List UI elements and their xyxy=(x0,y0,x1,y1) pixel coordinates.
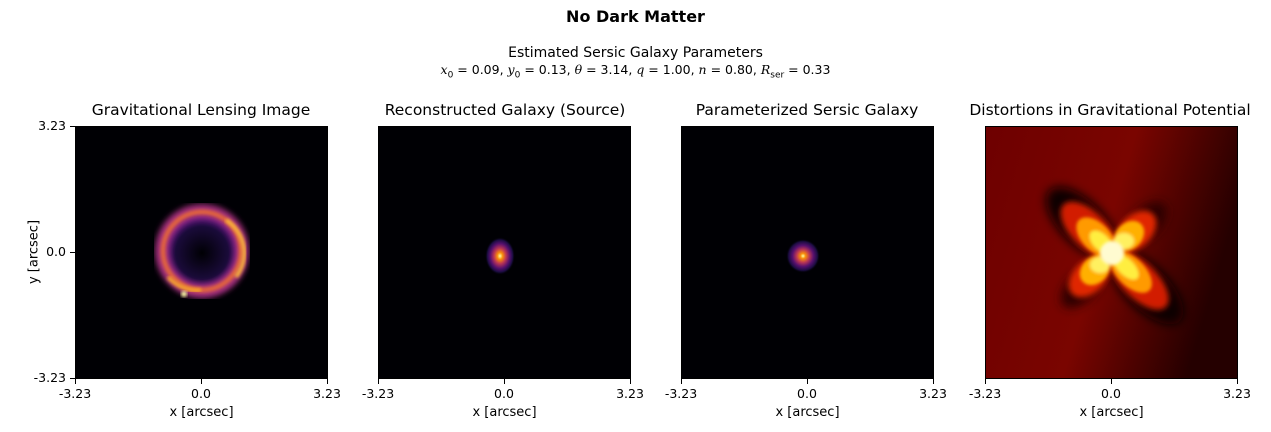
xtick-label: 3.23 xyxy=(616,386,644,401)
xtick-mark xyxy=(504,379,505,384)
panel-4-heatmap xyxy=(985,126,1238,379)
xtick-label: -3.23 xyxy=(664,386,698,401)
panel-2-xlabel: x [arcsec] xyxy=(472,405,537,420)
xtick-label: 3.23 xyxy=(313,386,341,401)
panel-1-ylabel: y [arcsec] xyxy=(26,219,42,285)
xtick-label: -3.23 xyxy=(58,386,92,401)
xtick-mark xyxy=(985,379,986,384)
panel-1-xlabel: x [arcsec] xyxy=(169,405,234,420)
sersic-parameters: x0 = 0.09, y0 = 0.13, θ = 3.14, q = 1.00… xyxy=(440,62,831,81)
xtick-mark xyxy=(1237,379,1238,384)
panel-1-heatmap xyxy=(75,126,328,379)
panel-4-title: Distortions in Gravitational Potential xyxy=(969,101,1251,119)
param-4: n = 0.80 xyxy=(698,62,753,77)
xtick-mark xyxy=(807,379,808,384)
xtick-label: -3.23 xyxy=(968,386,1002,401)
einstein-ring-core xyxy=(160,209,244,293)
param-5: Rser = 0.33 xyxy=(760,62,831,81)
xtick-label: 3.23 xyxy=(1223,386,1251,401)
xtick-mark xyxy=(681,379,682,384)
param-3: q = 1.00 xyxy=(636,62,691,77)
panel-2-heatmap xyxy=(378,126,631,379)
panel-4-xlabel: x [arcsec] xyxy=(1079,405,1144,420)
center-core xyxy=(1100,241,1124,265)
param-0: x0 = 0.09 xyxy=(440,62,500,81)
ytick-mid: 0.0 xyxy=(46,244,66,259)
xtick-mark xyxy=(933,379,934,384)
figure-subtitle: Estimated Sersic Galaxy Parameters xyxy=(508,45,763,61)
xtick-label: 0.0 xyxy=(191,386,211,401)
xtick-mark xyxy=(1111,379,1112,384)
xtick-mark xyxy=(327,379,328,384)
xtick-mark xyxy=(75,379,76,384)
panel-3-title: Parameterized Sersic Galaxy xyxy=(695,101,919,119)
xtick-label: 0.0 xyxy=(797,386,817,401)
reconstructed-source-blob xyxy=(485,237,515,275)
xtick-label: 3.23 xyxy=(919,386,947,401)
xtick-mark xyxy=(201,379,202,384)
panel-3-heatmap xyxy=(681,126,934,379)
ring-hotspot xyxy=(181,291,187,297)
xtick-label: 0.0 xyxy=(1101,386,1121,401)
param-2: θ = 3.14 xyxy=(574,62,629,77)
panel-2-title: Reconstructed Galaxy (Source) xyxy=(384,101,626,119)
orange-yellow-lobes xyxy=(1076,217,1152,293)
param-1: y0 = 0.13 xyxy=(507,62,567,81)
xtick-label: -3.23 xyxy=(361,386,395,401)
ytick-top: 3.23 xyxy=(38,118,66,133)
panel-1-title: Gravitational Lensing Image xyxy=(91,101,311,119)
xtick-mark xyxy=(630,379,631,384)
ytick-bottom: -3.23 xyxy=(33,370,66,385)
ring-bright-arc-right xyxy=(224,218,247,279)
ring-bright-arc-lower xyxy=(166,275,202,293)
panel-3-xlabel: x [arcsec] xyxy=(775,405,840,420)
figure-suptitle: No Dark Matter xyxy=(566,7,705,26)
xtick-mark xyxy=(378,379,379,384)
sersic-model-blob xyxy=(786,239,820,273)
xtick-label: 0.0 xyxy=(494,386,514,401)
